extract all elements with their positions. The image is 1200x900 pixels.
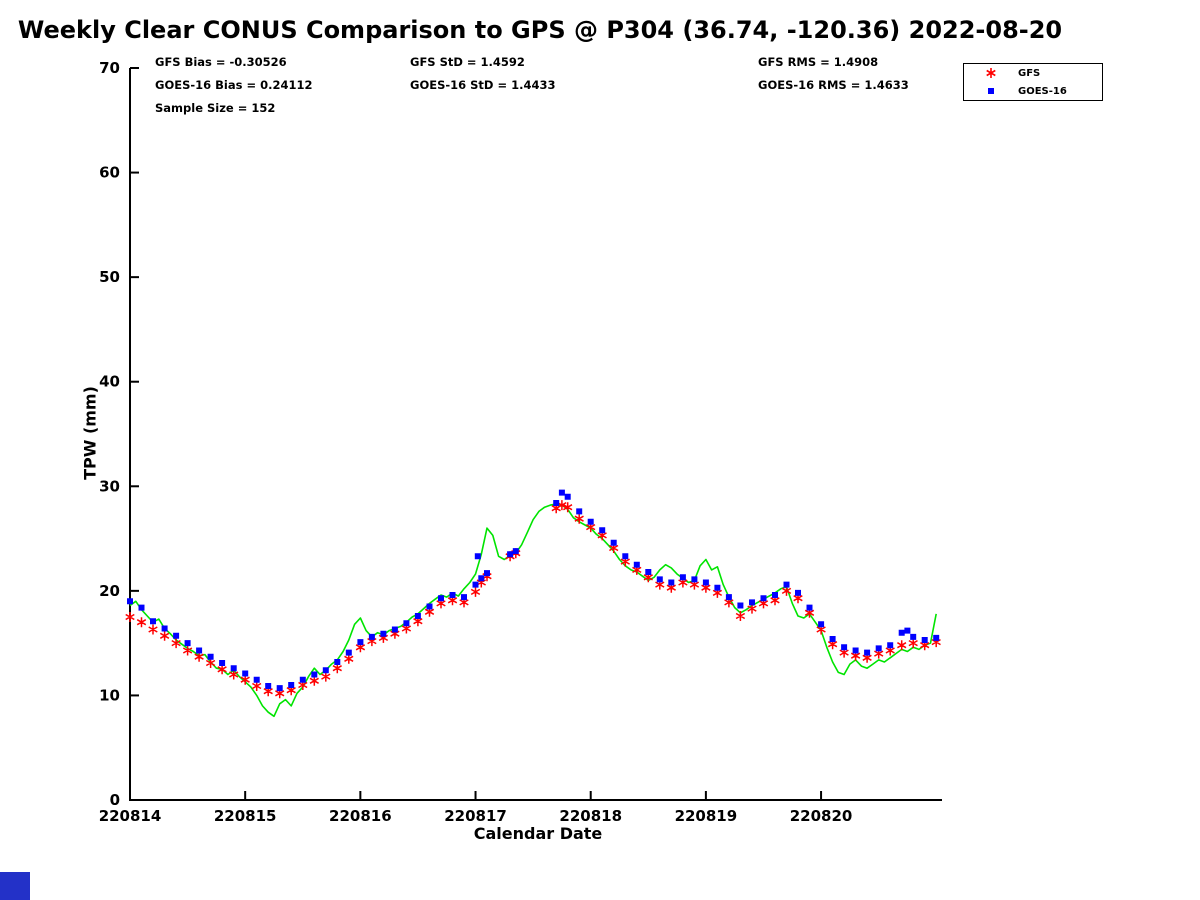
x-tick-label: 220816: [329, 807, 392, 825]
stat-sample-size: Sample Size = 152: [155, 101, 276, 115]
legend-row-goes16: GOES-16: [964, 83, 1102, 99]
y-tick-label: 10: [99, 686, 120, 704]
y-tick-label: 0: [110, 791, 120, 809]
x-tick-label: 220820: [790, 807, 853, 825]
x-tick-label: 220819: [675, 807, 738, 825]
series-gfs-markers: [125, 500, 941, 699]
axes: [129, 68, 942, 801]
x-tick-label: 220818: [559, 807, 622, 825]
corner-blue-artifact: [0, 872, 30, 900]
x-axis-label: Calendar Date: [473, 824, 603, 843]
legend-row-gfs: GFS: [964, 65, 1102, 81]
y-tick-label: 40: [99, 373, 120, 391]
y-tick-label: 20: [99, 582, 120, 600]
series-gps-line: [129, 503, 937, 718]
x-tick-label: 220817: [444, 807, 507, 825]
legend-label-gfs: GFS: [1018, 67, 1041, 79]
chart-title: Weekly Clear CONUS Comparison to GPS @ P…: [17, 16, 1063, 44]
y-tick-label: 30: [99, 477, 120, 495]
x-tick-label: 220814: [99, 807, 162, 825]
stat-gfs-std: GFS StD = 1.4592: [410, 55, 525, 69]
stat-goes-std: GOES-16 StD = 1.4433: [410, 78, 556, 92]
legend-box: GFS GOES-16: [963, 63, 1103, 101]
y-tick-label: 50: [99, 268, 120, 286]
goes16-square-icon: [964, 84, 1018, 98]
x-tick-label: 220815: [214, 807, 277, 825]
y-tick-label: 60: [99, 164, 120, 182]
gfs-asterisk-icon: [964, 66, 1018, 80]
stat-goes-rms: GOES-16 RMS = 1.4633: [758, 78, 909, 92]
stat-gfs-rms: GFS RMS = 1.4908: [758, 55, 879, 69]
y-tick-label: 70: [99, 59, 120, 77]
stat-goes-bias: GOES-16 Bias = 0.24112: [155, 78, 313, 92]
stat-gfs-bias: GFS Bias = -0.30526: [155, 55, 287, 69]
legend-label-goes16: GOES-16: [1018, 85, 1067, 97]
